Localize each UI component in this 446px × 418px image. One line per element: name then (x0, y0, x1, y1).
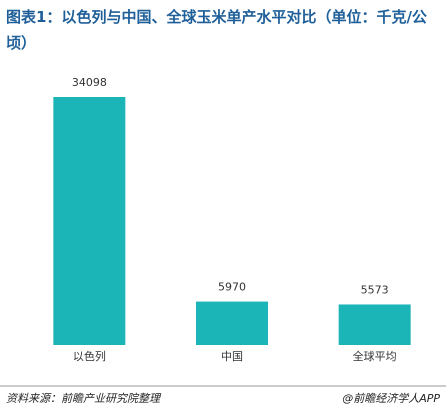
value-label: 34098 (72, 76, 107, 89)
x-tick-label: 以色列 (73, 349, 106, 363)
credit: @前瞻经济学人APP (342, 392, 440, 405)
value-label: 5970 (218, 281, 246, 294)
bar (338, 304, 411, 345)
bar (53, 97, 126, 345)
x-tick-label: 中国 (221, 350, 243, 363)
x-tick-label: 全球平均 (353, 349, 397, 363)
source: 资料来源：前瞻产业研究院整理 (6, 392, 162, 405)
chart-title: 图表1：以色列与中国、全球玉米单产水平对比（单位：千克/公顷） (6, 8, 427, 52)
value-label: 5573 (361, 283, 389, 296)
bar (196, 301, 268, 345)
